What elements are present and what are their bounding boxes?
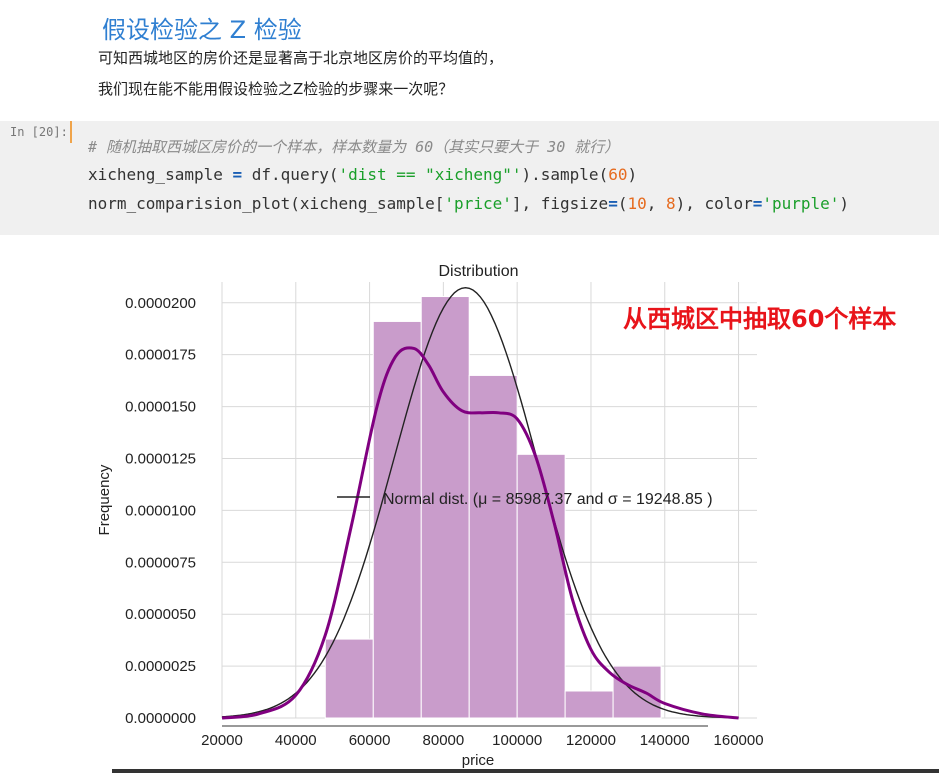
y-axis-label: Frequency — [96, 464, 113, 535]
y-tick-label: 0.0000175 — [125, 347, 196, 364]
code-token: ), color — [675, 194, 753, 213]
code-token: = — [232, 165, 243, 184]
code-cell[interactable] — [0, 121, 939, 235]
cell-focus-indicator — [70, 121, 72, 143]
kde-line — [221, 346, 739, 720]
code-token: = — [608, 194, 618, 213]
y-tick-label: 0.0000075 — [125, 554, 196, 571]
code-token: ], figsize — [511, 194, 609, 213]
x-axis-label: price — [462, 752, 495, 769]
chart-title: Distribution — [438, 263, 518, 280]
y-tick-label: 0.0000200 — [125, 295, 196, 312]
normal-fit-line — [221, 286, 739, 719]
x-tick-label: 60000 — [349, 732, 391, 749]
code-line-3: norm_comparision_plot(xicheng_sample['pr… — [88, 194, 849, 213]
code-token: 'price' — [444, 194, 512, 213]
code-token: df.query( — [242, 165, 339, 184]
histogram-bar — [612, 665, 662, 719]
code-line-2: xicheng_sample = df.query('dist == "xich… — [88, 165, 637, 184]
y-tick-label: 0.0000150 — [125, 399, 196, 416]
x-tick-label: 100000 — [492, 732, 542, 749]
histogram-bar — [324, 638, 374, 719]
x-tick-label: 160000 — [714, 732, 764, 749]
y-tick-label: 0.0000025 — [125, 658, 196, 675]
markdown-title: 假设检验之 Z 检验 — [102, 16, 302, 44]
code-token: ( — [617, 194, 628, 213]
code-token: 'dist == "xicheng"' — [338, 165, 522, 184]
y-tick-label: 0.0000050 — [125, 606, 196, 623]
code-token: xicheng_sample — [88, 165, 233, 184]
code-token: 8 — [666, 194, 676, 213]
code-token: ) — [839, 194, 850, 213]
scrollbar[interactable] — [112, 769, 939, 773]
markdown-paragraph-2: 我们现在能不能用假设检验之Z检验的步骤来一次呢？ — [98, 80, 454, 98]
x-tick-label: 20000 — [201, 732, 243, 749]
histogram-bar — [372, 320, 422, 719]
y-tick-label: 0.0000100 — [125, 502, 196, 519]
y-tick-label: 0.0000125 — [125, 450, 196, 467]
histogram-bar — [468, 374, 518, 719]
x-tick-label: 40000 — [275, 732, 317, 749]
code-token: 60 — [608, 165, 628, 184]
legend-label: Normal dist. (μ = 85987.37 and σ = 19248… — [383, 491, 713, 508]
x-tick-label: 80000 — [423, 732, 465, 749]
code-token: ) — [627, 165, 638, 184]
histogram-bar — [516, 453, 566, 719]
code-comment: # 随机抽取西城区房价的一个样本，样本数量为 60（其实只要大于 30 就行） — [88, 138, 620, 156]
markdown-paragraph-1: 可知西城地区的房价还是显著高于北京地区房价的平均值的， — [98, 49, 504, 67]
code-token: 10 — [627, 194, 647, 213]
code-token: 'purple' — [762, 194, 840, 213]
annotation-text: 从西城区中抽取60个样本 — [623, 305, 897, 333]
cell-prompt: In [20]: — [10, 125, 68, 139]
x-tick-label: 140000 — [640, 732, 690, 749]
histogram-bar — [564, 690, 614, 719]
y-tick-label: 0.0000000 — [125, 710, 196, 727]
code-token: ).sample( — [521, 165, 609, 184]
code-token: , — [646, 194, 666, 213]
code-token: norm_comparision_plot(xicheng_sample[ — [88, 194, 445, 213]
x-tick-label: 120000 — [566, 732, 616, 749]
code-token: = — [752, 194, 763, 213]
